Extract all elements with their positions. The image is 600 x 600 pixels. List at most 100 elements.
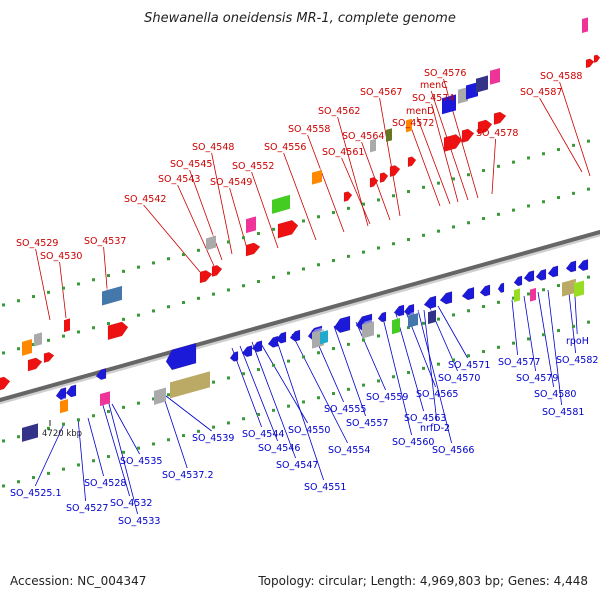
guide-dot — [197, 248, 200, 252]
guide-dot — [167, 305, 170, 309]
gene-label: SO_4550 — [288, 425, 330, 436]
gene-label: SO_4563 — [404, 413, 446, 424]
guide-dot — [32, 295, 35, 299]
leader-line — [537, 291, 554, 388]
guide-dot — [422, 366, 425, 370]
gene-block-top — [246, 213, 259, 220]
guide-dot — [317, 351, 320, 355]
gene-label: SO_4565 — [416, 389, 458, 400]
guide-dot — [77, 330, 80, 334]
guide-dot — [332, 392, 335, 396]
guide-dot — [482, 305, 485, 309]
leader-line — [211, 152, 233, 255]
gene-arrow — [403, 303, 415, 316]
gene-block-top — [370, 135, 379, 141]
gene-block — [562, 278, 576, 297]
gene-label: SO_4582 — [556, 355, 598, 366]
guide-dot — [452, 177, 455, 181]
gene-arrow — [277, 219, 299, 239]
guide-dot — [332, 259, 335, 263]
gene-arrow — [165, 342, 197, 371]
guide-dot — [47, 426, 50, 430]
guide-dot — [137, 446, 140, 450]
gene-features — [0, 14, 600, 442]
leader-line — [511, 299, 518, 356]
guide-dot — [587, 275, 590, 279]
guide-dot — [572, 191, 575, 195]
guide-dot — [407, 190, 410, 194]
gene-block-top — [312, 166, 325, 173]
gene-arrow — [439, 291, 453, 305]
gene-label: SO_4555 — [324, 404, 366, 415]
guide-dot — [92, 278, 95, 282]
guide-dot — [152, 309, 155, 313]
gene-block — [574, 280, 584, 298]
gene-label: SO_4579 — [516, 373, 558, 384]
guide-dot — [47, 290, 50, 294]
guide-dot — [407, 371, 410, 375]
gene-label: SO_4539 — [192, 433, 234, 444]
gene-block-top — [272, 191, 293, 200]
guide-dot — [227, 376, 230, 380]
guide-dot — [2, 303, 5, 307]
guide-dot — [242, 417, 245, 421]
gene-arrow — [343, 191, 353, 203]
leader-line — [437, 305, 468, 359]
leader-line — [291, 333, 348, 444]
leader-line — [59, 261, 67, 319]
gene-arrow — [593, 54, 600, 64]
leader-line — [523, 295, 536, 372]
guide-dot — [137, 313, 140, 317]
gene-block-top — [408, 309, 421, 316]
gene-block — [34, 332, 42, 347]
guide-dot — [107, 455, 110, 459]
guide-dot — [332, 347, 335, 351]
gene-block-top — [102, 282, 125, 292]
gene-arrow — [289, 329, 301, 342]
guide-dot — [107, 274, 110, 278]
guide-dot — [152, 442, 155, 446]
leader-line — [107, 399, 138, 515]
gene-block-top — [562, 275, 579, 283]
backbone-line — [0, 229, 600, 403]
gene-block-top — [442, 91, 459, 99]
gene-arrow — [497, 282, 505, 294]
gene-label: SO_4545 — [170, 159, 212, 170]
guide-dot — [347, 342, 350, 346]
guide-dot — [422, 321, 425, 325]
gene-block — [246, 216, 256, 234]
gene-block-top — [170, 368, 213, 383]
gene-arrow — [369, 177, 379, 188]
guide-dot — [512, 341, 515, 345]
gene-label: SO_4587 — [520, 87, 562, 98]
gene-label: SO_4549 — [210, 177, 252, 188]
gene-block — [490, 68, 500, 85]
scale-tick-label: 4720 kbp — [42, 429, 82, 439]
guide-dot — [542, 333, 545, 337]
gene-label: SO_4580 — [534, 389, 576, 400]
gene-label: SO_4556 — [264, 142, 306, 153]
guide-dot — [377, 198, 380, 202]
gene-arrow — [461, 128, 475, 143]
gene-arrow — [211, 264, 223, 277]
gene-block-top — [476, 72, 491, 79]
guide-dot — [212, 425, 215, 429]
gene-label: SO_4530 — [40, 251, 82, 262]
guide-dot — [227, 288, 230, 292]
leader-line — [275, 337, 324, 481]
leader-line — [165, 395, 212, 432]
guide-dot — [62, 286, 65, 290]
gene-arrow — [565, 260, 577, 273]
leader-line — [307, 134, 345, 233]
gene-label: SO_4533 — [118, 516, 160, 527]
gene-arrow — [43, 352, 55, 364]
gene-arrow — [389, 165, 401, 178]
leader-line — [333, 325, 366, 417]
guide-dot — [527, 337, 530, 341]
guide-dot — [422, 233, 425, 237]
leader-line — [381, 313, 412, 436]
gene-arrow — [377, 311, 387, 323]
guide-dot — [437, 229, 440, 233]
guide-dot — [287, 359, 290, 363]
guide-dot — [137, 401, 140, 405]
